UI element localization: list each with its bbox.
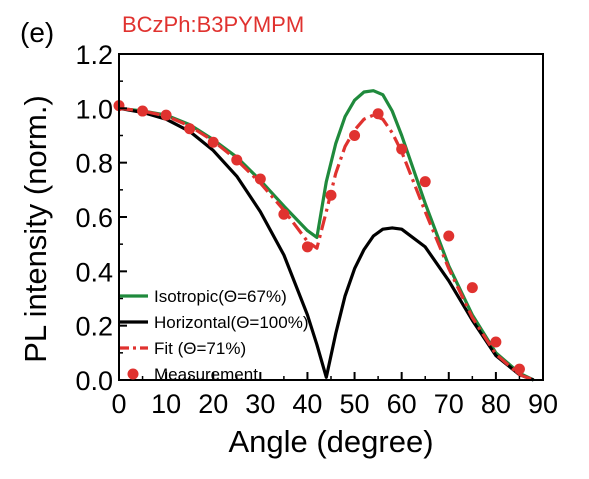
x-tick-label: 30 xyxy=(245,389,275,419)
x-tick-label: 90 xyxy=(528,389,558,419)
measurement-point xyxy=(513,363,525,375)
x-tick-label: 70 xyxy=(434,389,464,419)
y-tick-label: 1.0 xyxy=(75,94,113,124)
y-tick-label: 0.6 xyxy=(75,203,113,233)
measurement-point xyxy=(466,282,478,294)
chart-title: BCzPh:B3PYMPM xyxy=(122,12,304,37)
x-tick-label: 20 xyxy=(198,389,228,419)
measurement-point xyxy=(490,336,502,348)
x-tick-label: 10 xyxy=(151,389,181,419)
measurement-point xyxy=(325,189,337,201)
panel-label: (e) xyxy=(20,17,54,48)
legend-marker-symbol xyxy=(127,368,139,380)
x-tick-label: 40 xyxy=(292,389,322,419)
y-tick-label: 0.8 xyxy=(75,149,113,179)
y-tick-label: 1.2 xyxy=(75,40,113,70)
measurement-point xyxy=(231,154,243,166)
legend-entry-label: Fit (Θ=71%) xyxy=(154,339,246,358)
series-line-solid xyxy=(118,106,535,382)
measurement-point xyxy=(137,105,149,117)
y-tick-label: 0.0 xyxy=(75,366,113,396)
x-axis-label: Angle (degree) xyxy=(228,424,433,459)
measurement-point xyxy=(396,143,408,155)
legend-entry-label: Isotropic(Θ=67%) xyxy=(154,287,287,306)
measurement-point xyxy=(419,176,431,188)
x-tick-label: 80 xyxy=(481,389,511,419)
measurement-point xyxy=(349,130,361,141)
measurement-point xyxy=(184,123,196,135)
series-line-solid xyxy=(118,89,535,382)
measurement-point xyxy=(443,230,455,242)
legend-entry-label: Horizontal(Θ=100%) xyxy=(154,313,309,332)
measurement-markers xyxy=(113,100,525,375)
y-axis-label: PL intensity (norm.) xyxy=(18,95,53,363)
x-tick-label: 50 xyxy=(340,389,370,419)
x-tick-label: 0 xyxy=(111,389,126,419)
measurement-point xyxy=(278,208,290,220)
plot-curves xyxy=(118,89,535,382)
measurement-point xyxy=(207,136,219,148)
x-axis-ticks: 0 10 20 30 40 50 60 70 80 90 xyxy=(111,372,558,419)
measurement-point xyxy=(372,108,384,120)
measurement-point xyxy=(254,173,266,185)
measurement-point xyxy=(160,109,172,121)
legend: Isotropic(Θ=67%) Horizontal(Θ=100%) Fit (Θ… xyxy=(120,287,309,384)
x-tick-label: 60 xyxy=(387,389,417,419)
y-axis-ticks: 0.0 0.2 0.4 0.6 0.8 1.0 1.2 xyxy=(75,40,127,396)
y-tick-label: 0.4 xyxy=(75,257,113,287)
y-tick-label: 0.2 xyxy=(75,312,113,342)
measurement-point xyxy=(301,241,313,253)
legend-entry-label: Measurement xyxy=(154,365,258,384)
